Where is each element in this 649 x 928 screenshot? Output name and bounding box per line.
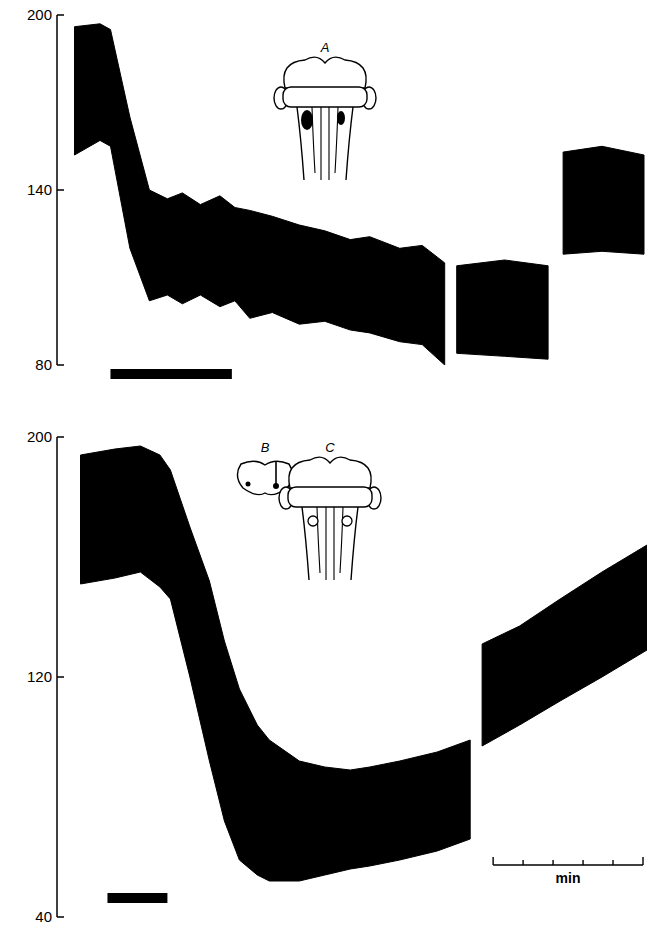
cerebral-part <box>289 457 371 488</box>
scale-tick <box>552 860 553 865</box>
y-tick <box>57 676 64 678</box>
scale-tick <box>582 860 583 865</box>
y-tick-label: 200 <box>27 428 52 445</box>
scale-tick <box>522 860 523 865</box>
pons <box>288 487 372 507</box>
medulla-outline <box>297 107 353 180</box>
panel: 40 120 200 B Cmin <box>27 428 647 925</box>
y-tick <box>57 364 64 366</box>
y-tick-label: 120 <box>27 668 52 685</box>
diagram-label: A <box>320 40 330 55</box>
lesion-site <box>308 516 318 526</box>
lesion <box>337 111 345 125</box>
y-tick <box>57 916 64 918</box>
brainstem-diagram <box>279 457 381 580</box>
pressure-trace <box>75 24 645 365</box>
scale-tick <box>612 860 613 865</box>
y-tick-label: 200 <box>27 6 52 23</box>
scale-label: min <box>556 870 581 886</box>
panel: 80 140 200 A <box>27 6 644 379</box>
lesion <box>246 482 251 487</box>
pressure-trace <box>81 446 648 881</box>
electrode-track <box>275 461 277 486</box>
y-tick-label: 80 <box>35 356 52 373</box>
pons <box>283 87 367 107</box>
medulla-outline <box>302 507 358 580</box>
scale-bar <box>493 864 643 865</box>
trace-group <box>75 24 645 365</box>
electrode-tip <box>273 483 279 489</box>
scale-tick <box>642 857 643 865</box>
pyramids <box>317 507 343 580</box>
y-tick-label: 140 <box>27 181 52 198</box>
pyramids <box>312 107 338 180</box>
trace-group <box>81 446 648 881</box>
lesion <box>301 110 313 130</box>
figure: 80 140 200 A 40 120 200 B Cmin <box>0 0 649 928</box>
stimulus-bar <box>107 893 167 903</box>
y-tick <box>57 189 64 191</box>
y-tick <box>57 436 64 438</box>
y-tick <box>57 14 64 16</box>
scale-tick <box>492 857 493 865</box>
diagram-label: C <box>325 440 335 455</box>
cerebral-part <box>284 57 366 88</box>
y-tick-label: 40 <box>35 908 52 925</box>
stimulus-bar <box>110 369 231 379</box>
diagram-label: B <box>261 440 270 455</box>
lesion-site <box>342 516 352 526</box>
brainstem-diagram <box>274 57 376 180</box>
